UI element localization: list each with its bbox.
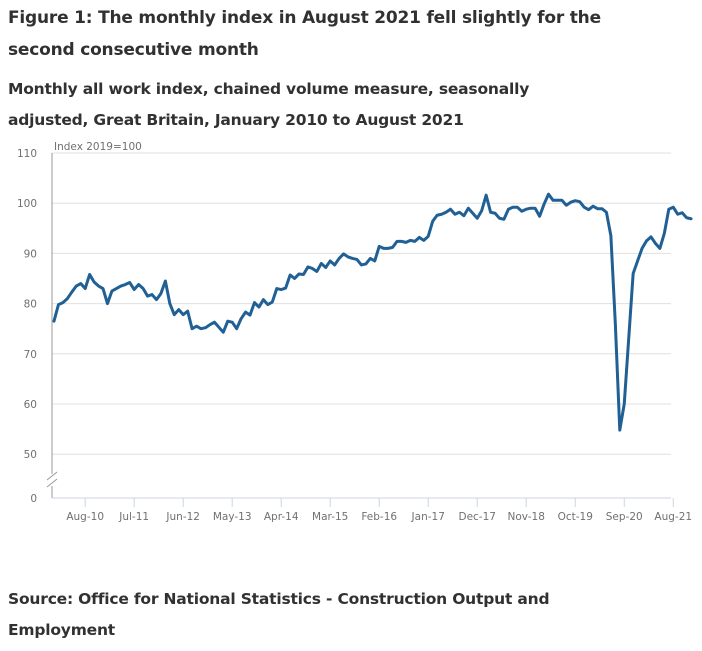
x-tick-label: Apr-14 — [264, 511, 299, 523]
x-tick-label: Aug-21 — [654, 511, 692, 523]
x-tick-label: Sep-20 — [606, 511, 643, 523]
y-tick-label: 80 — [24, 299, 37, 311]
line-chart: 0 50 60 70 80 90 100 110 Index 2019=100 Aug-10 J… — [17, 141, 693, 523]
y-tick-label: 0 — [30, 493, 37, 505]
gridlines — [52, 152, 671, 455]
axis-break-icon — [46, 471, 58, 488]
x-axis-ticks: Aug-10 Jul-11 Jun-12 May-13 Apr-14 Mar-15 Feb-… — [66, 498, 692, 523]
y-axis-title: Index 2019=100 — [54, 141, 142, 153]
y-tick-label: 110 — [17, 148, 37, 160]
y-axis-ticks: 0 50 60 70 80 90 100 110 — [17, 148, 37, 505]
x-tick-label: Mar-15 — [312, 511, 348, 523]
x-tick-label: Jul-11 — [118, 511, 149, 523]
y-tick-label: 50 — [24, 449, 37, 461]
x-tick-label: Oct-19 — [558, 511, 593, 523]
y-tick-label: 70 — [24, 349, 37, 361]
series-line-monthly-all-work-index — [52, 192, 693, 432]
axis-break-gap — [46, 474, 58, 486]
y-tick-label: 90 — [24, 248, 37, 260]
y-tick-label: 60 — [24, 399, 37, 411]
x-tick-label: May-13 — [213, 511, 252, 523]
x-tick-label: Feb-16 — [361, 511, 397, 523]
x-tick-label: Dec-17 — [458, 511, 495, 523]
chart-title: Figure 1: The monthly index in August 20… — [8, 8, 601, 60]
x-tick-label: Jun-12 — [165, 511, 200, 523]
source-note: Source: Office for National Statistics -… — [8, 590, 550, 639]
axis-break-stroke — [46, 478, 58, 488]
y-tick-label: 100 — [17, 198, 37, 210]
axis-break-stroke — [46, 471, 58, 481]
x-tick-label: Nov-18 — [508, 511, 545, 523]
chart-subtitle: Monthly all work index, chained volume m… — [8, 80, 530, 129]
x-tick-label: Jan-17 — [411, 511, 445, 523]
x-tick-label: Aug-10 — [66, 511, 104, 523]
